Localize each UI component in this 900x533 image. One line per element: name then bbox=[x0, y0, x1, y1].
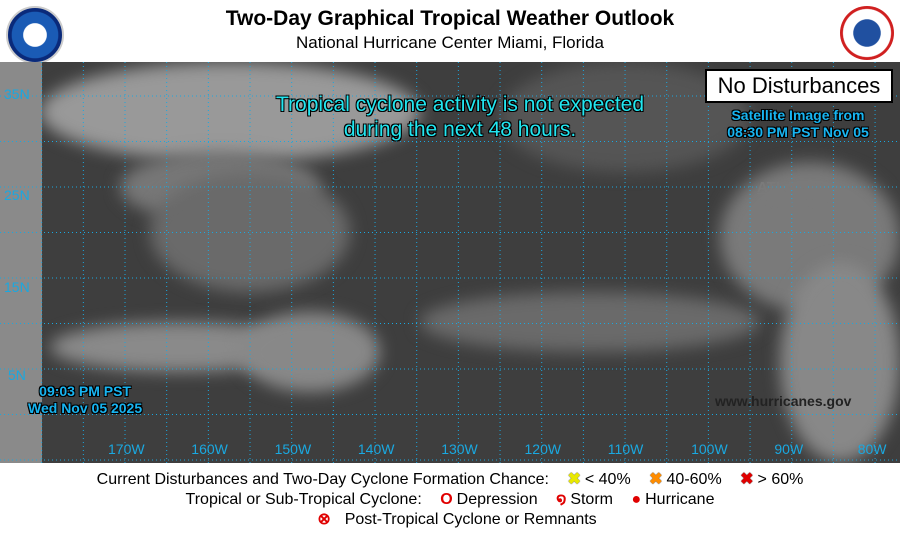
legend-storm: Storm bbox=[570, 491, 613, 508]
lon-label: 160W bbox=[191, 441, 228, 457]
legend-high: > 60% bbox=[757, 471, 804, 488]
header: Two-Day Graphical Tropical Weather Outlo… bbox=[0, 0, 900, 64]
atlantic-outlook-link[interactable]: ATLANTIC OUTLOOK bbox=[757, 179, 832, 213]
satellite-line: Satellite Image from bbox=[731, 107, 865, 123]
storm-icon: ໑ bbox=[556, 491, 567, 508]
nws-logo bbox=[840, 6, 894, 60]
red-x-icon: ✖ bbox=[740, 471, 754, 488]
message-line: Tropical cyclone activity is not expecte… bbox=[275, 93, 645, 116]
legend-depression: Depression bbox=[456, 491, 538, 508]
yellow-x-icon: ✖ bbox=[567, 471, 581, 488]
issued-date-text: Wed Nov 05 2025 bbox=[28, 400, 143, 416]
legend-row-post-tropical: ⊗ Post-Tropical Cyclone or Remnants bbox=[0, 509, 900, 529]
outlook-message: Tropical cyclone activity is not expecte… bbox=[230, 92, 690, 142]
legend-low: < 40% bbox=[584, 471, 631, 488]
noaa-logo bbox=[6, 6, 64, 64]
lon-label: 140W bbox=[357, 441, 395, 457]
lat-lon-grid bbox=[0, 62, 900, 463]
lon-label: 120W bbox=[524, 441, 562, 457]
legend-row-formation: Current Disturbances and Two-Day Cyclone… bbox=[0, 469, 900, 489]
legend-hurricane: Hurricane bbox=[645, 491, 715, 508]
depression-icon: O bbox=[440, 491, 453, 508]
website-label: www.hurricanes.gov bbox=[715, 393, 852, 409]
issued-time: 09:03 PM PST Wed Nov 05 2025 bbox=[28, 383, 142, 417]
post-tropical-icon: ⊗ bbox=[317, 511, 331, 528]
legend-post-tropical: Post-Tropical Cyclone or Remnants bbox=[344, 511, 597, 528]
legend-row-cyclone: Tropical or Sub-Tropical Cyclone: O Depre… bbox=[0, 489, 900, 509]
lon-label: 90W bbox=[774, 441, 804, 457]
page-title: Two-Day Graphical Tropical Weather Outlo… bbox=[225, 7, 675, 30]
satellite-time: Satellite Image from 08:30 PM PST Nov 05 bbox=[708, 107, 888, 141]
lon-label: 110W bbox=[607, 441, 644, 457]
legend-label: Tropical or Sub-Tropical Cyclone: bbox=[185, 491, 422, 508]
legend-medium: 40-60% bbox=[666, 471, 722, 488]
lon-label: 80W bbox=[857, 441, 887, 457]
lat-label: 35N bbox=[4, 86, 30, 102]
issued-time-text: 09:03 PM PST bbox=[39, 383, 131, 399]
legend-label: Current Disturbances and Two-Day Cyclone… bbox=[96, 471, 549, 488]
lat-label: 5N bbox=[8, 367, 26, 383]
lat-label: 25N bbox=[4, 187, 30, 203]
left-strip bbox=[0, 62, 42, 463]
lon-label: 100W bbox=[691, 441, 728, 457]
lat-label: 15N bbox=[4, 279, 30, 295]
orange-x-icon: ✖ bbox=[649, 471, 663, 488]
lon-label: 170W bbox=[108, 441, 145, 457]
message-line: during the next 48 hours. bbox=[343, 118, 577, 141]
satellite-map: 35N 25N 15N 5N 170W 160W 150W 140W 130W 120W 1… bbox=[0, 62, 900, 463]
atlantic-line[interactable]: ATLANTIC bbox=[757, 179, 831, 196]
page-subtitle: National Hurricane Center Miami, Florida bbox=[295, 33, 604, 52]
lon-label: 130W bbox=[441, 441, 478, 457]
lon-label: 150W bbox=[274, 441, 312, 457]
hurricane-icon: ● bbox=[631, 491, 642, 508]
atlantic-line[interactable]: OUTLOOK bbox=[757, 196, 832, 213]
satellite-line: 08:30 PM PST Nov 05 bbox=[727, 124, 869, 140]
status-box: No Disturbances bbox=[705, 69, 893, 103]
